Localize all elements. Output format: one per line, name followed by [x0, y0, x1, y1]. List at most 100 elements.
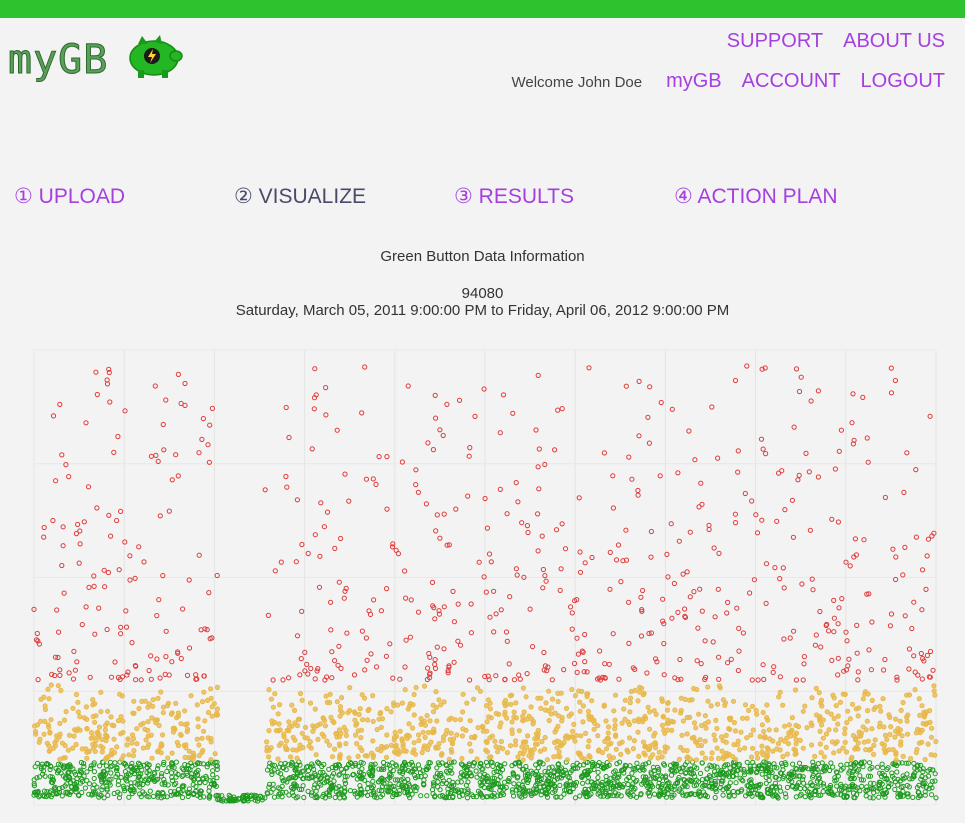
- data-point-low: [709, 784, 716, 790]
- data-point-low: [80, 778, 86, 784]
- data-point-low: [184, 772, 191, 778]
- data-point-low: [161, 759, 167, 765]
- data-point-high: [162, 671, 168, 677]
- data-point-high: [801, 654, 808, 660]
- data-point-high: [535, 548, 541, 554]
- data-point-medium: [401, 748, 407, 754]
- logo[interactable]: myGB: [7, 35, 183, 81]
- data-point-medium: [845, 708, 851, 714]
- data-point-high: [543, 578, 549, 584]
- data-point-medium: [622, 697, 628, 703]
- data-point-high: [831, 629, 837, 635]
- data-point-medium: [535, 734, 541, 740]
- data-point-medium: [757, 734, 763, 740]
- data-point-medium: [521, 709, 527, 715]
- data-point-low: [38, 764, 44, 770]
- data-point-low: [34, 760, 41, 766]
- data-point-low: [267, 781, 273, 787]
- step-upload[interactable]: ① UPLOAD: [14, 185, 126, 208]
- data-point-high: [201, 673, 207, 679]
- about-us-link[interactable]: ABOUT US: [843, 30, 945, 52]
- data-point-medium: [464, 700, 470, 706]
- mygb-link[interactable]: myGB: [666, 70, 722, 92]
- data-point-high: [640, 587, 646, 594]
- data-point-medium: [535, 695, 541, 701]
- data-point-low: [679, 790, 685, 796]
- data-point-medium: [81, 715, 88, 721]
- data-point-high: [198, 627, 204, 633]
- data-point-low: [683, 793, 689, 799]
- data-point-high: [853, 552, 860, 558]
- data-point-high: [924, 652, 931, 659]
- data-point-high: [762, 365, 768, 371]
- data-point-medium: [150, 703, 156, 709]
- data-point-medium: [864, 718, 870, 724]
- data-point-low: [692, 773, 698, 779]
- data-point-medium: [610, 755, 617, 761]
- data-point-low: [368, 766, 374, 772]
- data-point-medium: [93, 738, 99, 744]
- data-point-high: [408, 597, 414, 603]
- data-point-low: [342, 788, 348, 794]
- data-point-high: [436, 608, 442, 614]
- data-point-high: [312, 532, 318, 538]
- data-point-medium: [737, 747, 743, 753]
- step-results[interactable]: ③ RESULTS: [454, 185, 574, 208]
- data-point-medium: [430, 729, 436, 736]
- data-point-high: [664, 551, 670, 557]
- data-point-medium: [399, 700, 405, 706]
- account-link[interactable]: ACCOUNT: [741, 70, 841, 92]
- data-point-medium: [199, 735, 205, 741]
- data-point-high: [763, 451, 769, 457]
- data-point-low: [466, 761, 472, 767]
- data-point-low: [758, 792, 764, 798]
- data-point-low: [444, 763, 450, 769]
- data-point-low: [778, 788, 784, 794]
- data-point-high: [809, 576, 815, 582]
- data-point-low: [790, 761, 796, 767]
- data-point-high: [309, 446, 315, 452]
- data-point-medium: [352, 717, 358, 723]
- data-point-low: [633, 794, 640, 800]
- data-point-medium: [762, 734, 768, 740]
- data-point-low: [291, 793, 297, 799]
- data-point-high: [125, 669, 131, 675]
- data-point-low: [397, 787, 403, 794]
- step-visualize[interactable]: ② VISUALIZE: [234, 185, 367, 208]
- data-point-medium: [856, 729, 862, 735]
- data-point-low: [69, 784, 75, 790]
- logout-link[interactable]: LOGOUT: [860, 70, 945, 92]
- data-point-high: [204, 627, 210, 633]
- data-point-low: [78, 759, 85, 766]
- data-point-medium: [588, 714, 594, 720]
- data-point-high: [893, 576, 899, 583]
- data-point-medium: [831, 715, 837, 722]
- data-point-high: [163, 654, 169, 660]
- data-point-medium: [684, 731, 690, 737]
- data-point-low: [647, 780, 653, 786]
- data-point-medium: [520, 757, 526, 763]
- top-accent-bar: [0, 0, 965, 18]
- data-point-medium: [833, 727, 839, 733]
- data-point-medium: [738, 729, 744, 735]
- data-point-high: [154, 656, 160, 662]
- data-point-low: [55, 761, 62, 767]
- data-point-medium: [424, 713, 430, 719]
- data-point-low: [275, 785, 281, 791]
- support-link[interactable]: SUPPORT: [726, 30, 824, 52]
- data-point-high: [91, 583, 97, 589]
- step-action-plan[interactable]: ④ ACTION PLAN: [674, 185, 838, 208]
- data-point-medium: [528, 755, 534, 761]
- data-point-high: [363, 635, 369, 641]
- data-point-medium: [693, 757, 700, 763]
- data-point-high: [456, 397, 463, 403]
- data-point-high: [524, 671, 530, 677]
- data-point-high: [610, 505, 617, 511]
- data-point-high: [582, 631, 588, 638]
- data-point-high: [133, 677, 139, 683]
- data-point-low: [269, 769, 275, 775]
- data-point-medium: [266, 687, 272, 693]
- data-point-high: [387, 641, 393, 647]
- data-point-high: [601, 450, 608, 456]
- data-point-medium: [716, 755, 722, 761]
